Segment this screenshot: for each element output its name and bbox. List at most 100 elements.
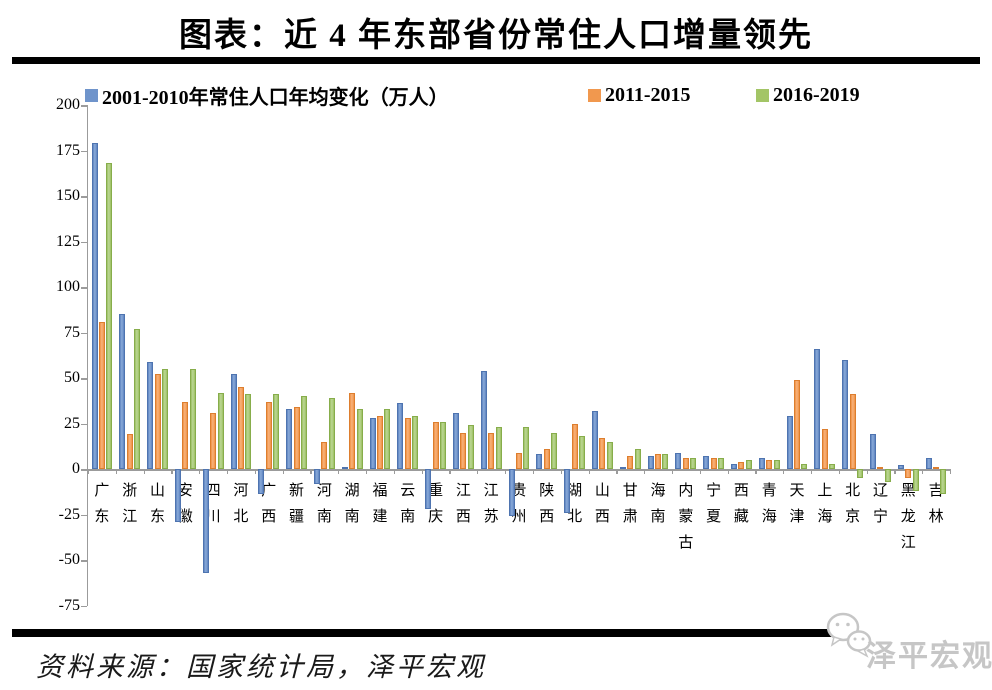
bar-上海-2016-2019: [829, 463, 836, 469]
bar-安徽-2011-2015: [182, 401, 189, 469]
legend-swatch-green: [756, 88, 769, 102]
bar-海南-2011-2015: [655, 454, 662, 469]
bar-湖南-2001-2010年常住人口年均变化（万人）: [341, 467, 348, 470]
y-tick-label: -75: [58, 596, 80, 614]
top-divider-rule: [12, 57, 980, 64]
bar-江西-2001-2010年常住人口年均变化（万人）: [452, 412, 459, 469]
bar-西藏-2011-2015: [738, 461, 745, 469]
x-axis-baseline: [88, 469, 950, 471]
bar-云南-2001-2010年常住人口年均变化（万人）: [397, 403, 404, 469]
bar-湖南-2011-2015: [349, 392, 356, 469]
bar-重庆-2001-2010年常住人口年均变化（万人）: [425, 469, 432, 510]
x-category-label: 河北: [233, 483, 249, 525]
bar-西藏-2016-2019: [745, 459, 752, 469]
x-tick-mark: [338, 469, 340, 474]
bar-重庆-2016-2019: [439, 421, 446, 469]
bar-北京-2001-2010年常住人口年均变化（万人）: [842, 359, 849, 469]
x-category-label: 山东: [150, 483, 166, 525]
bar-重庆-2011-2015: [432, 421, 439, 469]
y-tick-mark: [81, 560, 87, 562]
bar-青海-2016-2019: [773, 459, 780, 469]
legend-label: 2001-2010年常住人口年均变化（万人）: [102, 86, 449, 109]
x-category-label: 山西: [594, 483, 610, 525]
bar-山东-2011-2015: [154, 374, 161, 469]
y-tick-label: 125: [56, 232, 80, 250]
bar-浙江-2016-2019: [134, 328, 141, 469]
bar-青海-2001-2010年常住人口年均变化（万人）: [758, 458, 765, 469]
x-tick-mark: [227, 469, 229, 474]
y-tick-label: 200: [56, 96, 80, 113]
y-tick-mark: [81, 378, 87, 380]
legend-swatch-blue: [85, 88, 98, 102]
x-tick-mark: [505, 469, 507, 474]
bar-河南-2011-2015: [321, 441, 328, 469]
bar-河北-2016-2019: [245, 394, 252, 469]
bar-湖北-2001-2010年常住人口年均变化（万人）: [564, 469, 571, 513]
bar-河北-2001-2010年常住人口年均变化（万人）: [230, 374, 237, 469]
bar-河南-2016-2019: [328, 398, 335, 469]
x-category-label: 广东: [94, 483, 110, 525]
bar-贵州-2001-2010年常住人口年均变化（万人）: [508, 469, 515, 517]
watermark-background: [848, 600, 992, 678]
x-category-label: 黑龙江: [900, 483, 916, 551]
y-tick-label: 150: [56, 187, 80, 204]
x-tick-mark: [866, 469, 868, 474]
x-category-label: 海南: [650, 483, 666, 525]
bar-江西-2011-2015: [460, 432, 467, 469]
legend-label: 2011-2015: [605, 83, 691, 106]
x-tick-mark: [532, 469, 535, 474]
bar-江苏-2001-2010年常住人口年均变化（万人）: [480, 370, 487, 469]
x-category-label: 云南: [400, 483, 416, 525]
bar-贵州-2016-2019: [523, 427, 530, 469]
bar-新疆-2011-2015: [293, 407, 300, 469]
bar-甘肃-2016-2019: [634, 448, 641, 469]
bar-北京-2016-2019: [857, 469, 864, 479]
bar-湖北-2011-2015: [571, 423, 578, 469]
bar-广东-2016-2019: [106, 163, 113, 469]
bottom-divider-rule: [12, 629, 980, 637]
bar-广东-2001-2010年常住人口年均变化（万人）: [91, 143, 98, 469]
x-category-label: 四川: [205, 483, 221, 525]
bar-吉林-2011-2015: [933, 467, 940, 470]
x-tick-mark: [922, 469, 924, 474]
x-tick-mark: [894, 469, 896, 474]
x-tick-mark: [421, 469, 423, 474]
y-tick-mark: [81, 605, 87, 607]
bar-广西-2016-2019: [273, 394, 280, 469]
bar-广西-2001-2010年常住人口年均变化（万人）: [258, 469, 265, 495]
x-tick-mark: [810, 469, 813, 474]
bar-湖北-2016-2019: [579, 436, 585, 469]
x-tick-mark: [588, 469, 590, 474]
x-category-label: 重庆: [428, 483, 444, 525]
bar-安徽-2001-2010年常住人口年均变化（万人）: [174, 469, 181, 522]
x-tick-mark: [783, 469, 785, 474]
x-category-label: 宁夏: [706, 483, 722, 525]
bar-陕西-2001-2010年常住人口年均变化（万人）: [536, 454, 543, 469]
x-tick-mark: [671, 469, 674, 474]
bar-甘肃-2001-2010年常住人口年均变化（万人）: [619, 467, 626, 470]
x-tick-mark: [393, 469, 396, 474]
x-category-label: 江苏: [483, 483, 499, 525]
x-tick-mark: [560, 469, 562, 474]
y-tick-label: 100: [56, 278, 80, 295]
x-tick-mark: [616, 469, 618, 474]
bar-宁夏-2011-2015: [710, 458, 717, 469]
x-category-label: 上海: [817, 483, 833, 525]
bar-西藏-2001-2010年常住人口年均变化（万人）: [731, 463, 738, 469]
bar-山西-2011-2015: [599, 438, 606, 469]
y-tick-mark: [81, 423, 87, 425]
bar-黑龙江-2001-2010年常住人口年均变化（万人）: [897, 465, 904, 469]
y-tick-mark: [81, 150, 87, 152]
bar-山西-2001-2010年常住人口年均变化（万人）: [592, 410, 599, 469]
source-note: 资料来源：国家统计局，泽平宏观: [36, 652, 486, 682]
bar-天津-2001-2010年常住人口年均变化（万人）: [786, 416, 793, 469]
x-tick-mark: [115, 469, 117, 474]
bar-江苏-2016-2019: [495, 427, 502, 469]
x-tick-mark: [950, 469, 952, 474]
bar-贵州-2011-2015: [516, 452, 522, 469]
legend-item-2011-2015: 2011-2015: [588, 84, 691, 106]
bar-辽宁-2001-2010年常住人口年均变化（万人）: [870, 434, 877, 469]
bar-云南-2016-2019: [412, 416, 419, 469]
bar-福建-2016-2019: [384, 408, 391, 469]
